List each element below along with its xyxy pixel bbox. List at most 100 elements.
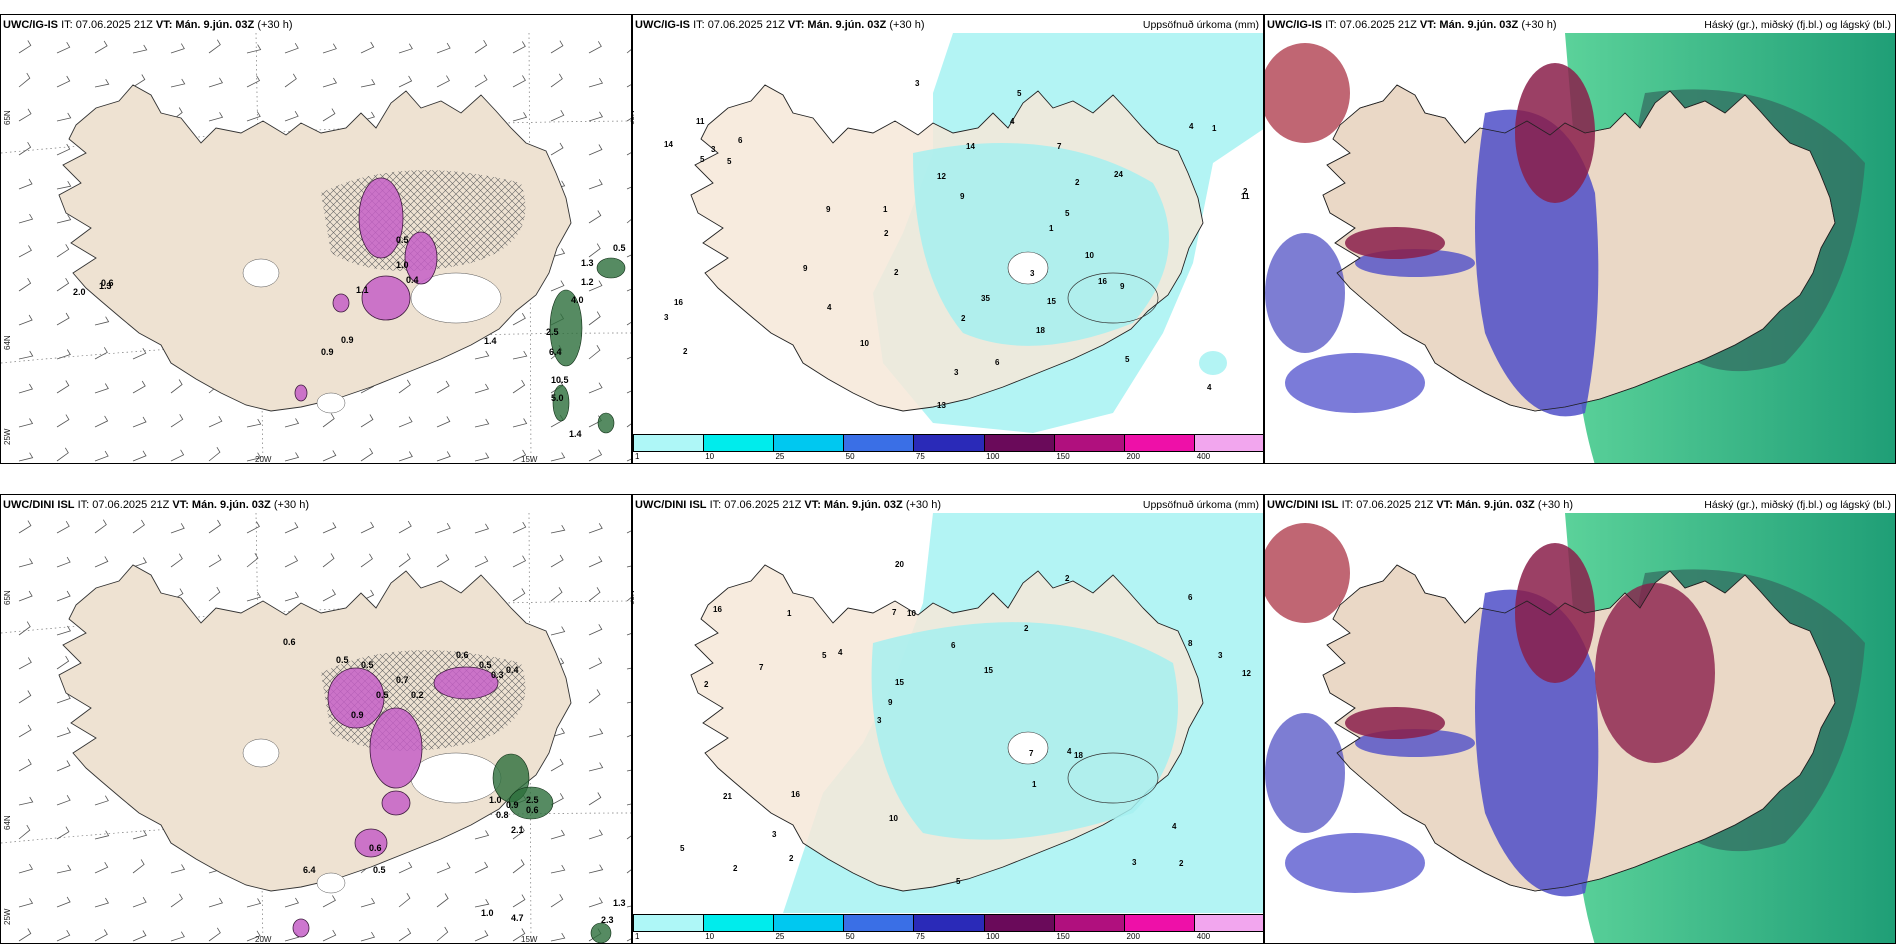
colorbar-label: 10 [705, 932, 715, 941]
wind-barb [322, 450, 337, 462]
precip-value-label: 2 [683, 347, 688, 356]
wind-barb [94, 78, 110, 88]
wind-barb [94, 383, 109, 394]
wind-barb [56, 143, 71, 156]
lon-label: 15W [521, 455, 538, 464]
precip-value-label: 9 [826, 205, 831, 214]
wind-barb [94, 929, 108, 942]
wind-barb [588, 144, 603, 156]
rate-value-label: 0.4 [506, 665, 519, 675]
wind-barb [94, 795, 109, 806]
precip-panel-row2: UWC/DINI ISL IT: 07.06.2025 21Z VT: Mán.… [632, 494, 1264, 944]
wind-barb [436, 416, 451, 428]
wind-barb [284, 452, 300, 462]
precip-value-label: 3 [954, 368, 959, 377]
precip-value-label: 3 [1030, 269, 1035, 278]
iceland-coastline [1322, 84, 1836, 412]
colorbar-label: 10 [705, 452, 715, 461]
wind-barb [474, 898, 490, 908]
precip-title: Uppsöfnuð úrkoma (mm) [1142, 19, 1259, 31]
wind-barb [18, 657, 32, 670]
precip-title: Uppsöfnuð úrkoma (mm) [1142, 499, 1259, 511]
wind-barb [246, 452, 262, 462]
wind-barb [512, 825, 525, 840]
wind-barb [94, 40, 108, 54]
wind-barb [588, 864, 604, 874]
wind-barb [246, 521, 260, 534]
wind-barb [56, 75, 71, 88]
wind-barb [550, 280, 565, 292]
wind-barb [18, 590, 33, 602]
colorbar-labels: 1 10 25 50 75 100 150 200 400 [633, 932, 1263, 942]
wind-barb [170, 43, 185, 54]
wind-barb [550, 793, 564, 806]
wind-barb [550, 626, 566, 636]
wind-barb [56, 655, 70, 670]
wind-barb [56, 590, 71, 602]
colorbar-cell [1123, 434, 1194, 452]
wind-barb [436, 893, 449, 908]
lat-label: 25W [3, 908, 12, 925]
precip-map: 2263227621453101518162012789101512163445… [680, 513, 1263, 913]
precip-value-label: 2 [961, 314, 966, 323]
colorbar-label: 200 [1126, 452, 1140, 461]
wind-barb [360, 447, 374, 462]
colorbar-cell [913, 434, 984, 452]
wind-barb [56, 180, 72, 190]
precip-rate-cell [369, 707, 423, 789]
rate-panel-row2: UWC/DINI ISL IT: 07.06.2025 21Z VT: Mán.… [0, 494, 632, 944]
rate-map: 0.51.31.22.01.30.64.02.56.410.55.01.41.4… [1, 33, 631, 463]
colorbar-label: 150 [1056, 932, 1070, 941]
precip-rate-cell [361, 275, 411, 321]
rate-value-label: 1.3 [613, 898, 626, 908]
glacier-outline [1067, 272, 1159, 324]
rate-value-label: 0.5 [361, 660, 374, 670]
shower-cell [596, 257, 626, 279]
rate-value-label: 2.0 [73, 287, 86, 297]
wind-barb [56, 760, 71, 772]
precip-value-label: 9 [1120, 282, 1125, 291]
precip-value-label: 2 [789, 854, 794, 863]
mid-cloud [1265, 233, 1345, 353]
wind-barb [94, 897, 110, 908]
precip-value-label: 3 [1218, 651, 1223, 660]
wind-barb [474, 861, 489, 874]
precip-value-label: 3 [772, 830, 777, 839]
precip-rate-cell [292, 918, 310, 938]
wind-barb [588, 382, 603, 394]
wind-barb [322, 589, 336, 602]
wind-barb [284, 555, 299, 568]
precip-value-label: 2 [1075, 178, 1080, 187]
panel-header: UWC/DINI ISL IT: 07.06.2025 21Z VT: Mán.… [3, 499, 309, 511]
wind-barb [626, 869, 631, 874]
wind-barb [512, 350, 528, 360]
wind-barb [18, 383, 34, 394]
wind-barb [626, 597, 631, 602]
wind-barb [512, 588, 526, 602]
glacier [242, 738, 280, 768]
iceland-land [58, 564, 572, 892]
precip-value-label: 9 [888, 698, 893, 707]
colorbar-label: 100 [986, 932, 1000, 941]
wind-barb [208, 554, 222, 568]
rate-value-label: 1.3 [581, 258, 594, 268]
wind-barb [436, 554, 450, 568]
wind-barb [132, 416, 147, 428]
wind-barb [132, 347, 147, 360]
colorbar-cell [1193, 914, 1263, 932]
precip-value-label: 15 [984, 666, 993, 675]
rate-value-label: 0.5 [396, 235, 409, 245]
wind-barb [94, 347, 108, 360]
wind-barb [56, 826, 70, 840]
wind-barb [56, 349, 71, 360]
precip-value-label: 10 [1085, 251, 1094, 260]
precip-value-label: 5 [1017, 89, 1022, 98]
rate-value-label: 0.5 [376, 690, 389, 700]
high-cloud [1515, 543, 1595, 683]
rate-map: 0.60.5 0.50.70.60.90.5 0.20.50.3 0.40.60.52… [1, 513, 631, 943]
wind-barb [284, 418, 300, 428]
precip-value-label: 15 [895, 678, 904, 687]
wind-barb [208, 519, 222, 534]
wind-barb [626, 321, 631, 326]
wind-barb [18, 520, 32, 534]
